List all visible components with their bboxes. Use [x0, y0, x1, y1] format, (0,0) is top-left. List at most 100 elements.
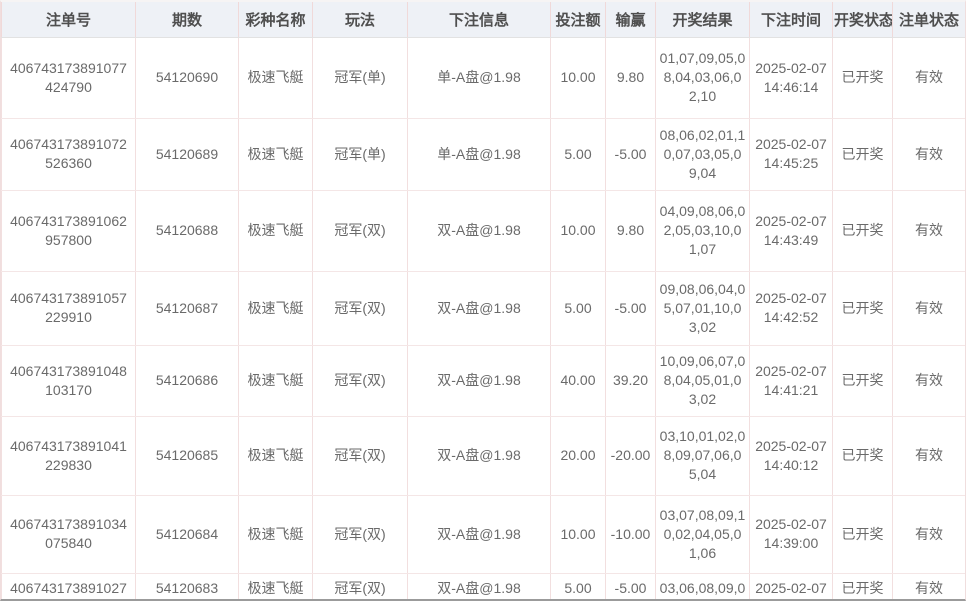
- cell-order-no: 406743173891048 103170: [1, 344, 136, 417]
- cell-lottery: 极速飞艇: [238, 572, 313, 599]
- cell-result: 08,06,02,01,1 0,07,03,05,0 9,04: [655, 117, 750, 191]
- cell-draw-status: 已开奖: [832, 189, 893, 272]
- col-header-win-loss: 输赢: [605, 2, 656, 38]
- cell-draw-status: 已开奖: [832, 494, 893, 574]
- cell-bet-time: 2025-02-07: [749, 572, 833, 599]
- cell-lottery: 极速飞艇: [238, 189, 313, 272]
- cell-order-status: 有效: [892, 572, 965, 599]
- cell-result: 03,06,08,09,0: [655, 572, 750, 599]
- cell-order-no: 406743173891057 229910: [1, 270, 136, 346]
- col-header-amount: 投注额: [550, 2, 606, 38]
- cell-result: 04,09,08,06,0 2,05,03,10,0 1,07: [655, 189, 750, 272]
- cell-draw-status: 已开奖: [832, 344, 893, 417]
- cell-order-no: 406743173891062 957800: [1, 189, 136, 272]
- cell-order-no: 406743173891041 229830: [1, 415, 136, 496]
- cell-amount: 10.00: [550, 494, 606, 574]
- cell-order-no: 406743173891077 424790: [1, 36, 136, 119]
- table-body: 406743173891077 424790 54120690 极速飞艇 冠军(…: [1, 36, 965, 599]
- cell-amount: 10.00: [550, 189, 606, 272]
- table-row: 406743173891027 54120683 极速飞艇 冠军(双) 双-A盘…: [1, 572, 965, 599]
- cell-win-loss: -5.00: [605, 270, 656, 346]
- cell-period: 54120684: [135, 494, 239, 574]
- cell-period: 54120690: [135, 36, 239, 119]
- cell-bet-info: 双-A盘@1.98: [407, 189, 551, 272]
- table-header: 注单号 期数 彩种名称 玩法 下注信息 投注额 输赢 开奖结果 下注时间 开奖状…: [1, 2, 965, 38]
- cell-draw-status: 已开奖: [832, 415, 893, 496]
- cell-play: 冠军(双): [312, 494, 408, 574]
- cell-play: 冠军(双): [312, 572, 408, 599]
- cell-win-loss: 9.80: [605, 189, 656, 272]
- col-header-lottery: 彩种名称: [238, 2, 313, 38]
- table-row: 406743173891072 526360 54120689 极速飞艇 冠军(…: [1, 117, 965, 191]
- col-header-play: 玩法: [312, 2, 408, 38]
- cell-play: 冠军(单): [312, 117, 408, 191]
- cell-play: 冠军(双): [312, 189, 408, 272]
- cell-period: 54120689: [135, 117, 239, 191]
- cell-order-status: 有效: [892, 117, 965, 191]
- cell-result: 03,10,01,02,0 8,09,07,06,0 5,04: [655, 415, 750, 496]
- cell-draw-status: 已开奖: [832, 270, 893, 346]
- cell-draw-status: 已开奖: [832, 572, 893, 599]
- cell-bet-time: 2025-02-07 14:46:14: [749, 36, 833, 119]
- cell-draw-status: 已开奖: [832, 36, 893, 119]
- cell-bet-time: 2025-02-07 14:45:25: [749, 117, 833, 191]
- cell-result: 10,09,06,07,0 8,04,05,01,0 3,02: [655, 344, 750, 417]
- cell-period: 54120685: [135, 415, 239, 496]
- table-row: 406743173891062 957800 54120688 极速飞艇 冠军(…: [1, 189, 965, 272]
- cell-bet-info: 单-A盘@1.98: [407, 36, 551, 119]
- cell-amount: 40.00: [550, 344, 606, 417]
- cell-bet-info: 双-A盘@1.98: [407, 494, 551, 574]
- cell-amount: 10.00: [550, 36, 606, 119]
- cell-win-loss: 39.20: [605, 344, 656, 417]
- cell-win-loss: -5.00: [605, 117, 656, 191]
- cell-win-loss: 9.80: [605, 36, 656, 119]
- cell-bet-info: 双-A盘@1.98: [407, 270, 551, 346]
- cell-bet-time: 2025-02-07 14:39:00: [749, 494, 833, 574]
- table-row: 406743173891041 229830 54120685 极速飞艇 冠军(…: [1, 415, 965, 496]
- cell-amount: 5.00: [550, 117, 606, 191]
- cell-win-loss: -5.00: [605, 572, 656, 599]
- cell-bet-time: 2025-02-07 14:41:21: [749, 344, 833, 417]
- cell-period: 54120687: [135, 270, 239, 346]
- cell-result: 01,07,09,05,0 8,04,03,06,0 2,10: [655, 36, 750, 119]
- cell-bet-info: 双-A盘@1.98: [407, 572, 551, 599]
- col-header-period: 期数: [135, 2, 239, 38]
- cell-bet-info: 双-A盘@1.98: [407, 415, 551, 496]
- cell-period: 54120683: [135, 572, 239, 599]
- col-header-bet-time: 下注时间: [749, 2, 833, 38]
- cell-order-status: 有效: [892, 270, 965, 346]
- cell-order-status: 有效: [892, 36, 965, 119]
- col-header-order-no: 注单号: [1, 2, 136, 38]
- cell-lottery: 极速飞艇: [238, 415, 313, 496]
- cell-play: 冠军(双): [312, 415, 408, 496]
- cell-amount: 5.00: [550, 270, 606, 346]
- cell-order-no: 406743173891027: [1, 572, 136, 599]
- cell-amount: 20.00: [550, 415, 606, 496]
- cell-lottery: 极速飞艇: [238, 344, 313, 417]
- cell-bet-time: 2025-02-07 14:42:52: [749, 270, 833, 346]
- col-header-result: 开奖结果: [655, 2, 750, 38]
- cell-draw-status: 已开奖: [832, 117, 893, 191]
- cell-period: 54120686: [135, 344, 239, 417]
- cell-bet-time: 2025-02-07 14:43:49: [749, 189, 833, 272]
- table-row: 406743173891057 229910 54120687 极速飞艇 冠军(…: [1, 270, 965, 346]
- table-row: 406743173891048 103170 54120686 极速飞艇 冠军(…: [1, 344, 965, 417]
- cell-win-loss: -10.00: [605, 494, 656, 574]
- cell-bet-time: 2025-02-07 14:40:12: [749, 415, 833, 496]
- cell-lottery: 极速飞艇: [238, 494, 313, 574]
- cell-lottery: 极速飞艇: [238, 270, 313, 346]
- cell-play: 冠军(双): [312, 270, 408, 346]
- cell-lottery: 极速飞艇: [238, 117, 313, 191]
- cell-order-status: 有效: [892, 415, 965, 496]
- col-header-draw-status: 开奖状态: [832, 2, 893, 38]
- cell-play: 冠军(双): [312, 344, 408, 417]
- cell-period: 54120688: [135, 189, 239, 272]
- col-header-order-status: 注单状态: [892, 2, 965, 38]
- col-header-bet-info: 下注信息: [407, 2, 551, 38]
- header-row: 注单号 期数 彩种名称 玩法 下注信息 投注额 输赢 开奖结果 下注时间 开奖状…: [1, 2, 965, 38]
- table-row: 406743173891034 075840 54120684 极速飞艇 冠军(…: [1, 494, 965, 574]
- cell-bet-info: 单-A盘@1.98: [407, 117, 551, 191]
- cell-lottery: 极速飞艇: [238, 36, 313, 119]
- table-row: 406743173891077 424790 54120690 极速飞艇 冠军(…: [1, 36, 965, 119]
